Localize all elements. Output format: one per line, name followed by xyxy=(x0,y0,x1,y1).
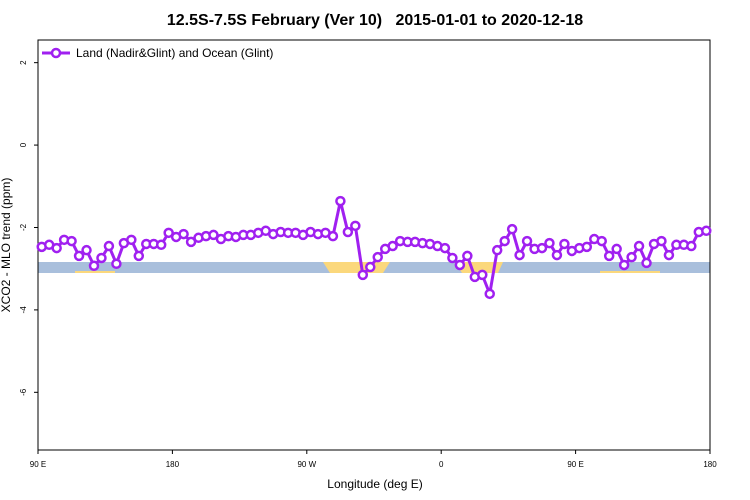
y-tick-label: -4 xyxy=(19,306,28,314)
data-point xyxy=(686,240,697,252)
data-point xyxy=(626,251,637,263)
data-point xyxy=(596,235,607,247)
data-point xyxy=(439,242,451,254)
data-point xyxy=(454,259,466,271)
data-point xyxy=(66,235,77,247)
x-tick-label: 180 xyxy=(703,460,717,469)
legend-label: Land (Nadir&Glint) and Ocean (Glint) xyxy=(76,46,273,60)
land-band xyxy=(323,262,390,273)
data-point xyxy=(327,230,339,242)
data-point xyxy=(641,257,652,269)
data-point xyxy=(185,236,197,248)
data-point xyxy=(491,244,503,256)
y-tick-label: -2 xyxy=(19,223,28,231)
data-point xyxy=(103,240,115,252)
data-point xyxy=(551,249,563,261)
data-point xyxy=(163,227,174,239)
data-point xyxy=(521,235,533,247)
data-point xyxy=(178,228,189,240)
data-point xyxy=(559,238,570,250)
data-point xyxy=(611,243,622,255)
data-point xyxy=(372,251,383,263)
data-point xyxy=(335,195,346,207)
data-point xyxy=(357,269,369,281)
data-point xyxy=(484,288,495,300)
y-axis-label: XCO2 - MLO trend (ppm) xyxy=(0,178,13,313)
plot-frame xyxy=(37,39,711,451)
data-point xyxy=(603,250,615,262)
data-point xyxy=(111,258,122,269)
x-tick-label: 0 xyxy=(439,460,444,469)
data-point xyxy=(477,269,488,281)
data-point xyxy=(633,240,645,252)
data-point xyxy=(514,249,525,261)
data-point xyxy=(96,252,107,264)
data-point xyxy=(462,250,473,262)
data-point xyxy=(701,225,712,237)
x-tick-label: 90 E xyxy=(30,460,46,469)
land-band xyxy=(75,271,115,273)
data-point xyxy=(365,261,376,273)
data-point xyxy=(536,242,548,254)
data-point xyxy=(350,220,361,232)
y-tick-label: 0 xyxy=(19,142,28,147)
data-point xyxy=(499,235,510,247)
data-point xyxy=(581,241,593,253)
x-tick-label: 90 E xyxy=(567,460,583,469)
chart-title: 12.5S-7.5S February (Ver 10) 2015-01-01 … xyxy=(167,12,583,29)
x-tick-label: 180 xyxy=(166,460,180,469)
land-band xyxy=(600,271,660,273)
data-point xyxy=(342,226,354,238)
y-tick-label: -6 xyxy=(19,388,28,396)
data-point xyxy=(88,260,100,272)
data-point xyxy=(133,250,145,262)
data-point xyxy=(387,240,398,252)
data-point xyxy=(208,229,219,241)
data-point xyxy=(155,239,167,251)
series-line xyxy=(41,200,707,300)
data-point xyxy=(81,244,92,256)
data-point xyxy=(447,252,458,264)
data-point xyxy=(51,242,62,254)
data-point xyxy=(506,223,518,235)
x-tick-label: 90 W xyxy=(297,460,316,469)
data-point xyxy=(663,249,675,261)
legend-marker xyxy=(50,47,62,59)
x-axis-label: Longitude (deg E) xyxy=(327,477,422,491)
y-tick-label: 2 xyxy=(19,60,28,65)
land-band xyxy=(455,262,503,273)
data-point xyxy=(73,250,85,262)
data-point xyxy=(544,237,555,249)
data-point xyxy=(618,259,630,271)
data-point xyxy=(656,235,667,247)
data-point xyxy=(126,234,137,246)
